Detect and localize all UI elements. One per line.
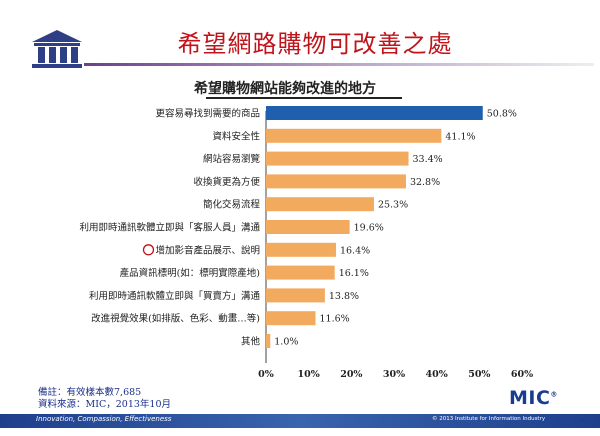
data-label: 33.4% (413, 154, 443, 165)
data-label: 25.3% (378, 200, 408, 211)
footer-bar (0, 414, 600, 428)
footnote-source: 資料來源：MIC，2013年10月 (38, 399, 172, 410)
bar (266, 174, 406, 189)
bar (266, 242, 336, 257)
category-label: 網站容易瀏覽 (203, 153, 261, 165)
chart-title: 希望購物網站能夠改進的地方 (194, 81, 376, 97)
chart-title-underline (206, 97, 402, 99)
x-tick-label: 60% (511, 369, 533, 380)
x-tick-label: 0% (258, 369, 274, 380)
data-label: 50.8% (487, 109, 517, 120)
category-label: 其他 (241, 336, 261, 348)
building-columns-icon (32, 30, 82, 68)
circle-marker-icon (142, 244, 155, 256)
category-label: 資料安全性 (212, 130, 260, 142)
bar (266, 151, 409, 166)
page-number: 26 (578, 417, 587, 425)
data-label: 16.1% (339, 268, 369, 279)
category-label: 改進視覺效果(如排版、色彩、動畫…等) (91, 313, 260, 325)
data-label: 16.4% (340, 245, 370, 256)
x-tick-label: 10% (298, 369, 320, 380)
footnote: 備註：有效樣本數7,685 資料來源：MIC，2013年10月 (38, 387, 171, 411)
footnote-sample: 備註：有效樣本數7,685 (38, 387, 142, 398)
bar (266, 197, 374, 212)
title-divider (84, 63, 594, 66)
bar (266, 128, 442, 143)
bar (266, 265, 335, 280)
data-label: 19.6% (354, 223, 384, 234)
category-label: 增加影音產品展示、說明 (155, 244, 260, 256)
bar (266, 288, 325, 303)
category-label: 利用即時通訊軟體立即與「客服人員」溝通 (79, 222, 260, 234)
category-label: 產品資訊標明(如：標明實際產地) (120, 267, 260, 279)
slide-title: 希望網路購物可改善之處 (177, 30, 453, 58)
footer-copyright: © 2013 Institute for Information Industr… (432, 416, 546, 422)
mic-logo: MIC® (509, 387, 558, 409)
x-tick-label: 30% (383, 369, 405, 380)
footer-tagline: Innovation, Compassion, Effectiveness (36, 415, 172, 423)
data-label: 41.1% (445, 131, 475, 142)
category-label: 收換貨更為方便 (193, 176, 260, 188)
x-tick-label: 20% (340, 369, 362, 380)
bar (266, 106, 483, 120)
category-label: 簡化交易流程 (203, 199, 261, 211)
data-label: 11.6% (319, 314, 349, 325)
data-label: 1.0% (274, 337, 298, 348)
x-tick-label: 40% (426, 369, 448, 380)
registered-mark: ® (550, 390, 558, 399)
data-label: 13.8% (329, 291, 359, 302)
category-label: 利用即時通訊軟體立即與「買賣方」溝通 (89, 290, 261, 302)
category-label: 更容易尋找到需要的商品 (155, 108, 260, 120)
x-tick-label: 50% (468, 369, 490, 380)
mic-logo-text: MIC (509, 387, 551, 409)
data-label: 32.8% (410, 177, 440, 188)
bar (266, 334, 271, 348)
bar (266, 311, 316, 326)
bar (266, 220, 350, 234)
